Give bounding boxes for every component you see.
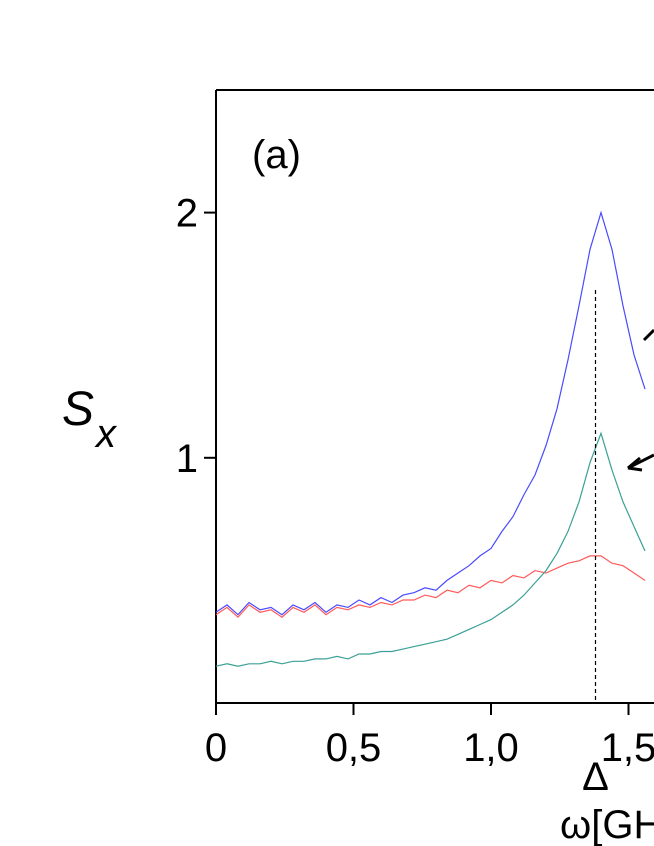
x-tick-label: 0,5	[326, 726, 382, 770]
series-line	[215, 210, 646, 616]
series-line	[215, 431, 646, 667]
series-line	[215, 555, 646, 619]
x-tick-label: 0	[205, 726, 227, 770]
y-tick-label: 2	[176, 192, 198, 236]
arrow	[627, 328, 654, 472]
y-tick-label: 1	[176, 437, 198, 481]
x-tick-label: 1,5	[601, 726, 654, 770]
x-tick-label: 1,0	[463, 726, 519, 770]
panel-label: (a)	[252, 133, 301, 177]
x-label: ω[GHz]	[560, 803, 654, 846]
y-label-sub: x	[94, 412, 118, 456]
y-label: S	[62, 383, 94, 436]
delta-label: Δ	[582, 755, 609, 799]
